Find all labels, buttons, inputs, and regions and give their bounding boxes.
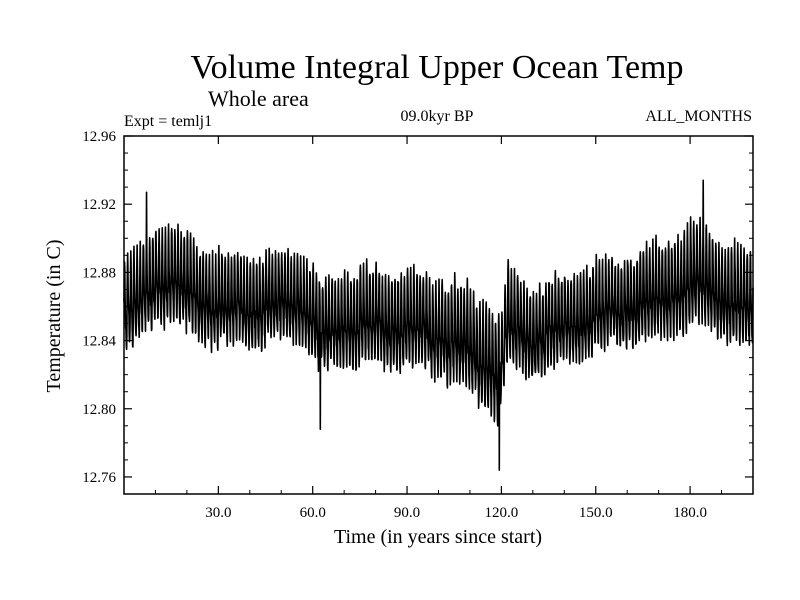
period-label: 09.0kyr BP — [401, 108, 474, 125]
x-tick-label: 120.0 — [485, 505, 519, 521]
y-tick-label: 12.80 — [82, 402, 116, 418]
y-tick-label: 12.84 — [82, 334, 116, 350]
x-tick-label: 60.0 — [300, 505, 326, 521]
x-tick-label: 150.0 — [579, 505, 613, 521]
y-tick-label: 12.92 — [82, 197, 116, 213]
x-tick-label: 90.0 — [394, 505, 420, 521]
tick-layer: 30.0 60.0 90.0 120.0 150.0 180.0 12.96 12.92 12.… — [82, 129, 753, 521]
y-tick-label: 12.88 — [82, 265, 116, 281]
months-label: ALL_MONTHS — [645, 108, 752, 125]
y-axis-label: Temperature (in C) — [43, 240, 65, 393]
x-axis-label: Time (in years since start) — [334, 526, 542, 548]
y-tick-label: 12.96 — [82, 129, 116, 145]
chart-title: Volume Integral Upper Ocean Temp — [191, 49, 684, 86]
y-tick-label: 12.76 — [82, 470, 116, 486]
series-layer — [123, 179, 754, 471]
series-line — [123, 179, 754, 471]
x-tick-label: 180.0 — [673, 505, 707, 521]
expt-label: Expt = temlj1 — [124, 113, 212, 130]
chart-subtitle: Whole area — [208, 86, 309, 111]
x-tick-label: 30.0 — [205, 505, 231, 521]
